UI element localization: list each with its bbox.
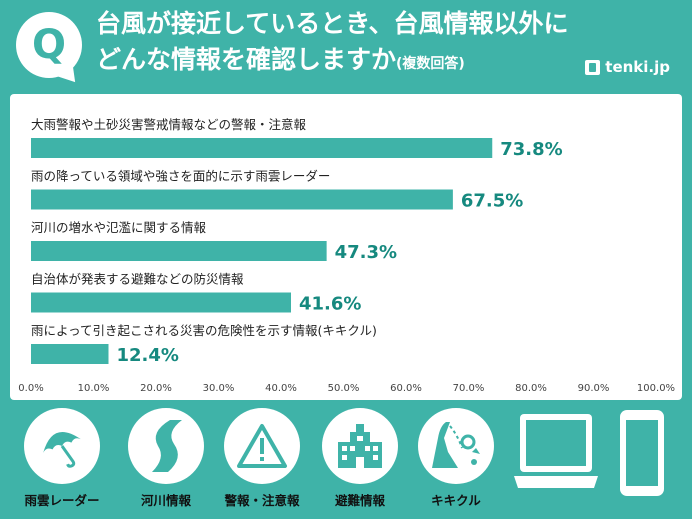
icon-label: 避難情報	[334, 493, 385, 508]
bar-value-label: 47.3%	[335, 242, 397, 263]
bar-value-label: 41.6%	[299, 294, 361, 315]
bar	[31, 138, 493, 158]
river-icon	[128, 408, 204, 484]
icon-row: 雨雲レーダー 河川情報 警報・注意報	[0, 404, 692, 519]
bar-label: 河川の増水や氾濫に関する情報	[31, 220, 207, 235]
laptop-icon	[514, 414, 598, 488]
icon-label: 警報・注意報	[224, 493, 300, 508]
bar-value-label: 12.4%	[117, 345, 179, 366]
icon-label: キキクル	[431, 493, 481, 508]
warning-icon	[224, 408, 300, 484]
bar-value-label: 73.8%	[500, 139, 562, 160]
x-tick-label: 20.0%	[140, 383, 172, 394]
question-bubble-icon: Q	[16, 12, 82, 78]
q-letter: Q	[31, 22, 66, 68]
bar-value-label: 67.5%	[461, 191, 523, 212]
brand-name: tenki.jp	[605, 58, 670, 76]
bar-chart: 大雨警報や土砂災害警戒情報などの警報・注意報 73.8% 雨の降っている領域や強さを…	[18, 117, 675, 394]
bar-label: 雨によって引き起こされる災害の危険性を示す情報(キキクル)	[31, 323, 377, 338]
icon-item-river: 河川情報	[118, 408, 214, 509]
icon-item-rain-radar: 雨雲レーダー	[14, 408, 110, 509]
chart-title: 台風が接近しているとき、台風情報以外に どんな情報を確認しますか(複数回答)	[96, 6, 569, 82]
title-line-2-text: どんな情報を確認しますか	[96, 45, 397, 74]
umbrella-icon	[24, 408, 100, 484]
x-tick-label: 50.0%	[328, 383, 360, 394]
header: Q 台風が接近しているとき、台風情報以外に どんな情報を確認しますか(複数回答)…	[0, 0, 692, 90]
bar	[31, 189, 453, 210]
title-line-1: 台風が接近しているとき、台風情報以外に	[96, 9, 569, 38]
x-tick-label: 80.0%	[515, 383, 547, 394]
bar-label: 自治体が発表する避難などの防災情報	[31, 272, 244, 287]
x-tick-label: 70.0%	[453, 383, 485, 394]
landslide-icon	[418, 408, 494, 484]
chart-panel: 大雨警報や土砂災害警戒情報などの警報・注意報 73.8% 雨の降っている領域や強さを…	[10, 94, 682, 400]
title-subtitle: (複数回答)	[396, 56, 465, 72]
bar	[31, 292, 291, 313]
bar-label: 大雨警報や土砂災害警戒情報などの警報・注意報	[31, 117, 307, 132]
x-tick-label: 10.0%	[78, 383, 110, 394]
brand-logo: tenki.jp	[585, 58, 670, 76]
x-tick-label: 0.0%	[18, 383, 43, 394]
icon-item-warning: 警報・注意報	[214, 408, 310, 509]
bar	[31, 344, 109, 364]
icon-item-evacuation: 避難情報	[312, 408, 408, 509]
x-tick-label: 60.0%	[390, 383, 422, 394]
icon-item-kikikuru: キキクル	[408, 408, 504, 509]
bar-label: 雨の降っている領域や強さを面的に示す雨雲レーダー	[31, 169, 330, 184]
x-tick-label: 100.0%	[637, 383, 675, 394]
title-line-2: どんな情報を確認しますか(複数回答)	[96, 42, 569, 82]
x-tick-label: 90.0%	[578, 383, 610, 394]
building-icon	[322, 408, 398, 484]
x-tick-label: 40.0%	[265, 383, 297, 394]
x-tick-label: 30.0%	[203, 383, 235, 394]
icon-label: 河川情報	[140, 493, 191, 508]
tenki-logo-icon	[585, 59, 601, 75]
smartphone-icon	[620, 410, 664, 496]
bar	[31, 241, 327, 261]
icon-label: 雨雲レーダー	[24, 493, 100, 508]
